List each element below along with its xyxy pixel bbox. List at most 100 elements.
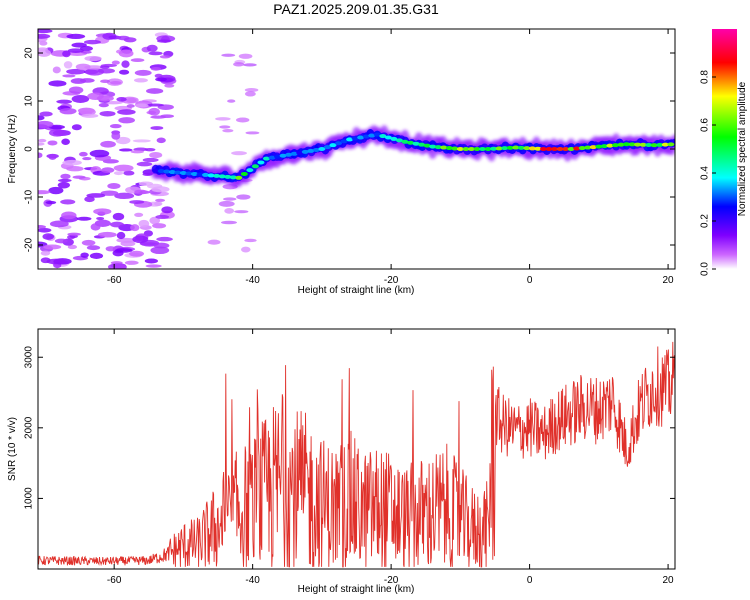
- noise-blob: [156, 137, 166, 144]
- ridge-core: [490, 146, 498, 151]
- noise-blob: [109, 80, 122, 85]
- noise-blob: [59, 107, 77, 115]
- noise-blob: [62, 74, 76, 78]
- colorbar-ticks: 0.0 0.2 0.4 0.6 0.8: [700, 70, 716, 276]
- ridge-core: [213, 173, 221, 178]
- y-tick-label: -20: [24, 237, 35, 252]
- noise-blob: [67, 232, 81, 236]
- ridge-core: [384, 135, 392, 140]
- noise-blob: [132, 139, 151, 143]
- ridge-core: [434, 145, 442, 150]
- noise-blob: [38, 152, 43, 159]
- noise-blob: [38, 29, 53, 34]
- noise-blob: [223, 197, 237, 201]
- noise-blob: [116, 97, 127, 102]
- ridge-core: [611, 143, 619, 148]
- noise-blob: [100, 190, 119, 196]
- noise-blob: [62, 50, 71, 58]
- ridge-core: [290, 151, 298, 156]
- ridge-core: [373, 132, 381, 137]
- ridge-core: [235, 175, 243, 180]
- noise-blob: [134, 189, 148, 195]
- spectrogram-x-ticks: -60 -40 -20 0 20: [107, 29, 674, 286]
- noise-blob: [129, 250, 145, 257]
- noise-blob: [149, 216, 161, 225]
- ridge-core: [202, 172, 210, 177]
- figure-title: PAZ1.2025.209.01.35.G31: [273, 1, 439, 17]
- noise-blob: [207, 239, 221, 245]
- noise-blob: [40, 250, 51, 256]
- ridge-core: [257, 160, 265, 165]
- ridge-core: [351, 136, 359, 141]
- noise-blob: [111, 60, 120, 65]
- snr-frame: [37, 328, 676, 570]
- noise-blob: [222, 129, 234, 133]
- noise-blob: [71, 94, 90, 103]
- noise-blob: [242, 63, 257, 67]
- noise-blob: [155, 214, 170, 219]
- ridge-core: [539, 147, 547, 151]
- ridge-core: [523, 146, 531, 151]
- noise-blob: [231, 151, 247, 156]
- noise-blob: [89, 149, 110, 158]
- noise-blob: [113, 171, 124, 176]
- ridge-core: [429, 144, 437, 149]
- noise-blob: [130, 150, 145, 154]
- noise-blob: [164, 83, 175, 88]
- colorbar-tick-label: 0.2: [700, 214, 711, 228]
- noise-blob: [112, 249, 124, 257]
- x-tick-label: -60: [107, 275, 122, 286]
- noise-blob: [150, 126, 164, 130]
- spectrogram-y-label: Frequency (Hz): [7, 115, 18, 184]
- noise-blob: [149, 151, 163, 159]
- ridge-core: [246, 168, 254, 173]
- noise-blob: [97, 231, 117, 238]
- ridge-core: [412, 141, 420, 146]
- snr-y-ticks: 1000 2000 3000: [24, 346, 675, 510]
- noise-blob: [81, 50, 92, 54]
- noise-blob: [120, 240, 136, 247]
- noise-blob: [48, 153, 57, 160]
- y-tick-label: 20: [24, 47, 35, 59]
- ridge-core: [229, 175, 237, 180]
- noise-blob: [152, 223, 167, 229]
- noise-blob: [43, 244, 62, 250]
- noise-blob: [48, 128, 66, 137]
- noise-blob: [134, 69, 152, 76]
- noise-blob: [133, 78, 148, 83]
- noise-blob: [154, 73, 163, 79]
- noise-blob: [96, 95, 114, 102]
- noise-blob: [86, 245, 101, 251]
- ridge-core: [667, 142, 675, 147]
- y-tick-label: 0: [24, 146, 35, 152]
- noise-blob: [146, 44, 158, 52]
- ridge-core: [274, 154, 282, 159]
- ridge-core: [617, 142, 625, 147]
- x-tick-label: -20: [384, 575, 399, 586]
- noise-blob: [79, 78, 95, 83]
- colorbar-tick-label: 0.8: [700, 70, 711, 84]
- noise-blob: [96, 216, 105, 221]
- noise-blob: [236, 117, 250, 123]
- ridge-core: [390, 136, 398, 141]
- noise-blob: [115, 264, 127, 269]
- ridge-core: [407, 140, 415, 145]
- noise-blob: [118, 69, 130, 75]
- ridge-core: [578, 146, 586, 151]
- ridge-core: [506, 145, 514, 150]
- ridge-core: [545, 147, 553, 151]
- noise-blob: [97, 68, 116, 74]
- noise-blob: [117, 35, 130, 41]
- noise-blob: [118, 49, 134, 58]
- x-tick-label: 20: [663, 575, 675, 586]
- noise-blob: [39, 111, 53, 117]
- ridge-core: [312, 147, 320, 152]
- ridge-core: [517, 145, 525, 150]
- noise-blob: [93, 208, 112, 215]
- noise-blob: [150, 66, 162, 71]
- noise-blob: [224, 207, 235, 214]
- ridge-core: [368, 133, 376, 138]
- noise-blob: [112, 212, 125, 221]
- ridge-core: [157, 169, 165, 174]
- noise-blob: [71, 42, 87, 48]
